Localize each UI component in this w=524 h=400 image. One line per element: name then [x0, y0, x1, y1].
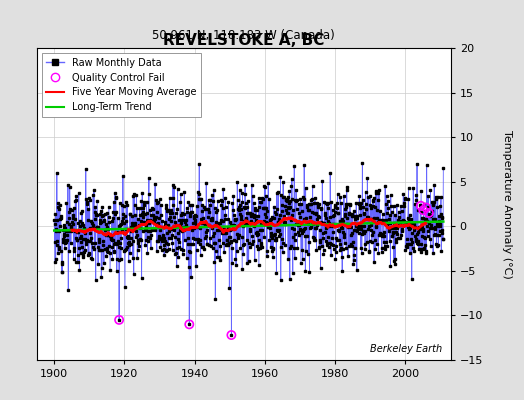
Point: [424, 210, 433, 216]
Point: [419, 207, 428, 214]
Text: 50.961 N, 118.183 W (Canada): 50.961 N, 118.183 W (Canada): [152, 29, 335, 42]
Point: [115, 317, 123, 323]
Legend: Raw Monthly Data, Quality Control Fail, Five Year Moving Average, Long-Term Tren: Raw Monthly Data, Quality Control Fail, …: [41, 53, 201, 117]
Y-axis label: Temperature Anomaly (°C): Temperature Anomaly (°C): [503, 130, 512, 278]
Title: REVELSTOKE A, BC: REVELSTOKE A, BC: [163, 33, 324, 48]
Point: [422, 204, 430, 211]
Point: [185, 321, 193, 328]
Point: [227, 332, 236, 338]
Point: [417, 202, 425, 209]
Text: Berkeley Earth: Berkeley Earth: [370, 344, 442, 354]
